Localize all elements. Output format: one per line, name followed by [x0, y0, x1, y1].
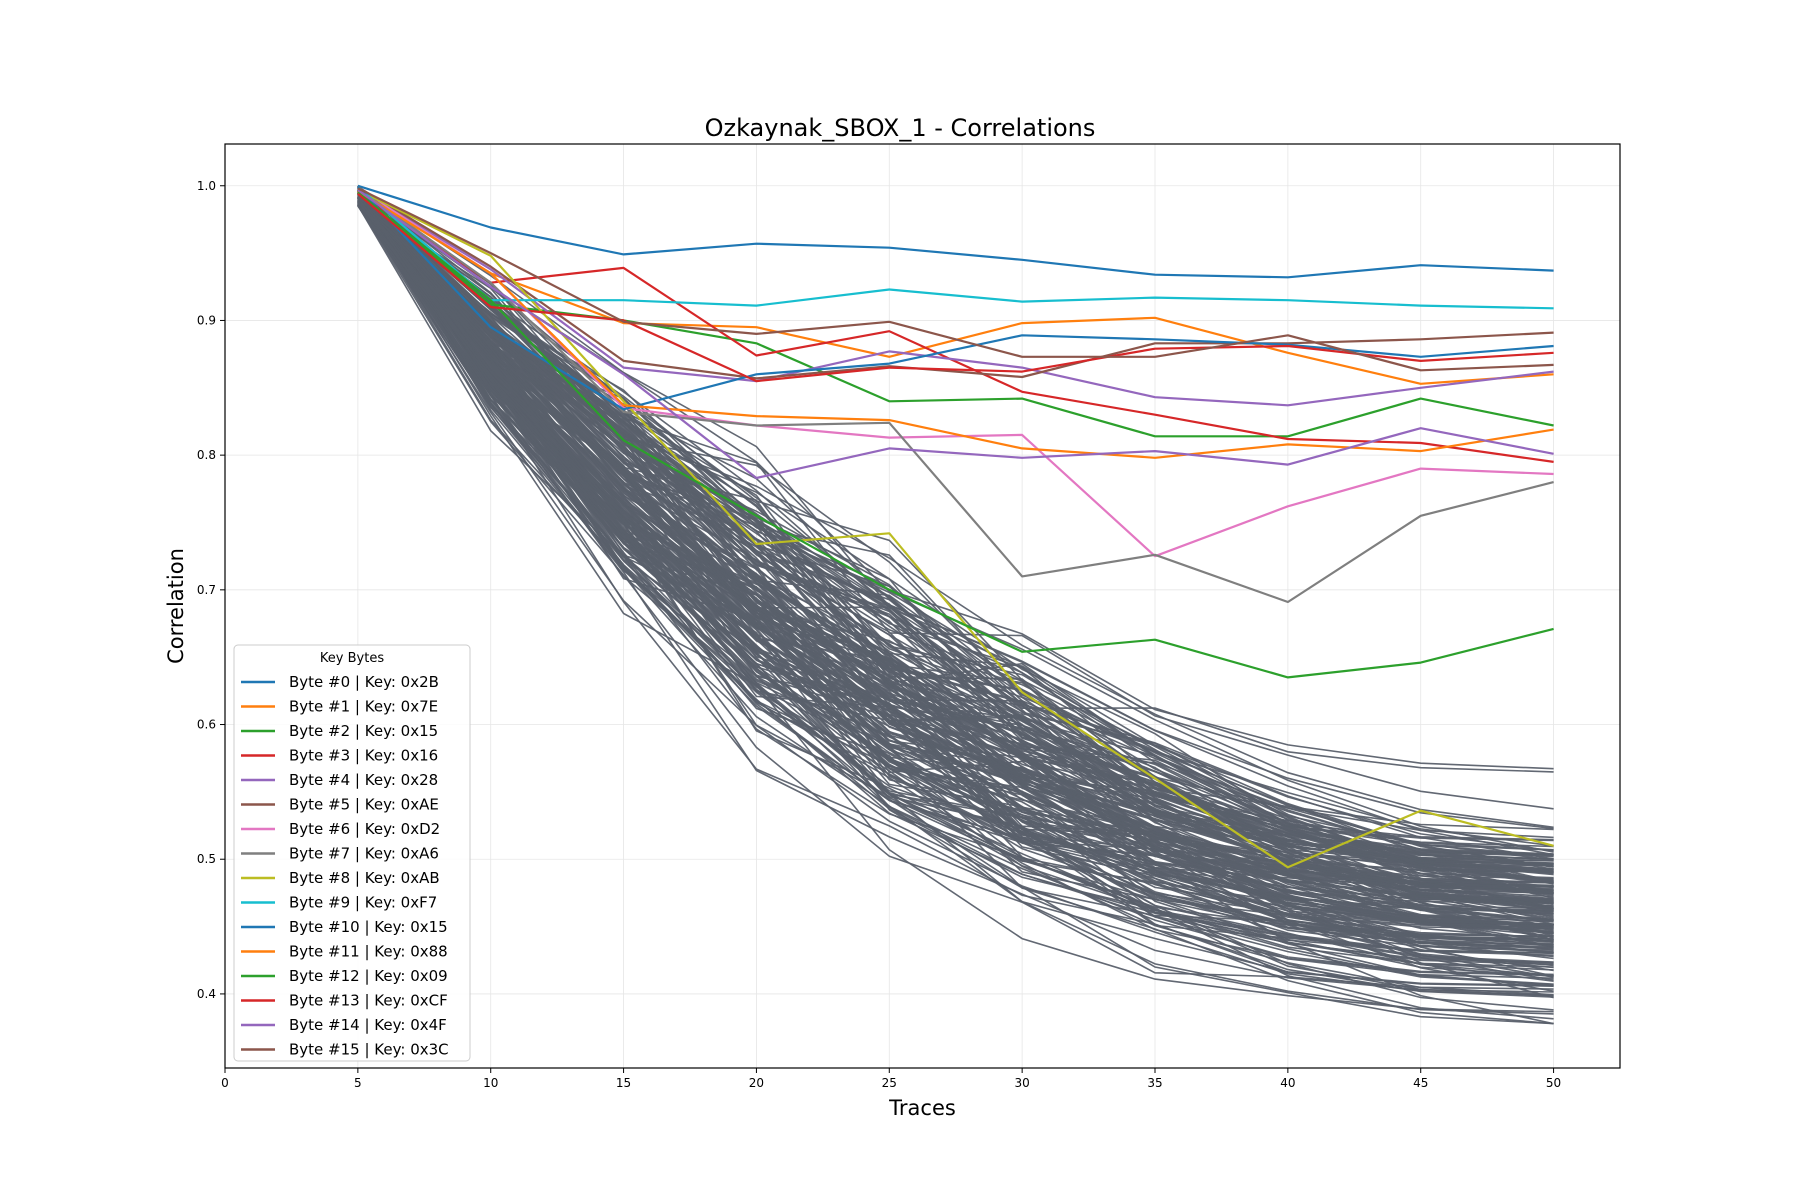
wrong-key-line — [357, 204, 1554, 860]
x-axis-ticks: 0 5 10 15 20 25 30 35 40 45 50 — [221, 1068, 1561, 1090]
series-line-byte-4 — [357, 187, 1554, 407]
wrong-key-line — [357, 205, 1554, 925]
wrong-key-line — [357, 187, 1554, 773]
series-line-byte-12 — [357, 191, 1554, 679]
wrong-key-line — [357, 197, 1554, 889]
y-axis-ticks: 0.4 0.5 0.6 0.7 0.8 0.9 1.0 — [197, 179, 225, 1001]
wrong-key-line — [357, 186, 1554, 848]
x-tick-label: 10 — [483, 1076, 498, 1090]
y-tick-label: 1.0 — [197, 179, 216, 193]
x-tick-label: 15 — [616, 1076, 631, 1090]
legend-label: Byte #7 | Key: 0xA6 — [289, 845, 439, 863]
series-line-byte-2 — [357, 190, 1554, 438]
wrong-key-line — [357, 198, 1554, 950]
plot-frame — [224, 143, 1621, 1069]
wrong-key-line — [357, 204, 1554, 990]
wrong-key-line — [357, 188, 1554, 831]
wrong-key-line — [357, 201, 1554, 993]
series-line-byte-7 — [357, 187, 1554, 604]
y-tick-label: 0.7 — [197, 583, 216, 597]
legend-frame — [233, 644, 471, 1062]
series-line-byte-9 — [357, 186, 1554, 310]
series-line-byte-11 — [357, 190, 1554, 459]
wrong-key-line — [357, 192, 1554, 963]
x-tick-label: 20 — [749, 1076, 764, 1090]
x-tick-label: 35 — [1147, 1076, 1162, 1090]
y-tick-label: 0.5 — [197, 852, 216, 866]
x-tick-label: 30 — [1015, 1076, 1030, 1090]
wrong-key-line — [357, 193, 1554, 879]
legend-label: Byte #13 | Key: 0xCF — [289, 992, 448, 1010]
y-tick-label: 0.4 — [197, 987, 216, 1001]
legend-label: Byte #1 | Key: 0x7E — [289, 698, 438, 716]
series-line-byte-15 — [357, 187, 1554, 372]
legend-label: Byte #6 | Key: 0xD2 — [289, 820, 440, 838]
x-tick-label: 25 — [882, 1076, 897, 1090]
legend-label: Byte #5 | Key: 0xAE — [289, 796, 439, 814]
wrong-key-line — [357, 188, 1554, 885]
wrong-key-line — [357, 196, 1554, 948]
legend-label: Byte #14 | Key: 0x4F — [289, 1016, 447, 1034]
wrong-key-line — [357, 204, 1554, 910]
chart-title: Ozkaynak_SBOX_1 - Correlations — [705, 114, 1096, 142]
wrong-key-line — [357, 185, 1554, 893]
legend-label: Byte #3 | Key: 0x16 — [289, 747, 438, 765]
legend-label: Byte #15 | Key: 0x3C — [289, 1041, 449, 1059]
wrong-key-line — [357, 189, 1554, 979]
series-line-byte-0 — [357, 184, 1554, 279]
series-line-byte-14 — [357, 188, 1554, 480]
legend-label: Byte #2 | Key: 0x15 — [289, 722, 438, 740]
key-byte-lines — [357, 184, 1554, 869]
x-tick-label: 0 — [221, 1076, 229, 1090]
wrong-key-line — [357, 197, 1554, 926]
legend-label: Byte #9 | Key: 0xF7 — [289, 894, 437, 912]
wrong-key-line — [357, 193, 1554, 890]
wrong-key-line — [357, 185, 1554, 930]
wrong-key-line — [357, 196, 1554, 1013]
wrong-key-line — [357, 188, 1554, 894]
series-line-byte-8 — [357, 188, 1554, 869]
wrong-key-line — [357, 192, 1554, 810]
y-axis-label: Correlation — [164, 548, 188, 664]
x-tick-label: 40 — [1280, 1076, 1295, 1090]
legend: Key Bytes Byte #0 | Key: 0x2B Byte #1 | K… — [233, 644, 471, 1062]
wrong-key-line — [357, 197, 1554, 868]
x-axis-label: Traces — [888, 1096, 956, 1120]
x-tick-label: 45 — [1413, 1076, 1428, 1090]
legend-label: Byte #10 | Key: 0x15 — [289, 918, 448, 936]
y-tick-label: 0.8 — [197, 448, 216, 462]
wrong-key-line — [357, 205, 1554, 884]
wrong-key-line — [357, 201, 1554, 922]
wrong-key-line — [357, 191, 1554, 941]
series-line-byte-10 — [357, 186, 1554, 411]
wrong-key-lines — [357, 185, 1554, 1025]
legend-label: Byte #8 | Key: 0xAB — [289, 869, 440, 887]
wrong-key-line — [357, 197, 1554, 901]
legend-label: Byte #0 | Key: 0x2B — [289, 673, 439, 691]
y-tick-label: 0.6 — [197, 718, 216, 732]
y-tick-label: 0.9 — [197, 313, 216, 327]
wrong-key-line — [357, 196, 1554, 968]
wrong-key-line — [357, 189, 1554, 910]
legend-label: Byte #4 | Key: 0x28 — [289, 771, 438, 789]
x-tick-label: 50 — [1546, 1076, 1561, 1090]
legend-items: Byte #0 | Key: 0x2B Byte #1 | Key: 0x7E By… — [241, 673, 449, 1059]
legend-title: Key Bytes — [320, 651, 384, 666]
legend-label: Byte #11 | Key: 0x88 — [289, 943, 448, 961]
series-line-byte-3 — [357, 191, 1554, 463]
wrong-key-line — [357, 188, 1554, 892]
wrong-key-line — [357, 189, 1554, 943]
wrong-key-line — [357, 187, 1554, 977]
legend-label: Byte #12 | Key: 0x09 — [289, 967, 448, 985]
x-tick-label: 5 — [354, 1076, 362, 1090]
